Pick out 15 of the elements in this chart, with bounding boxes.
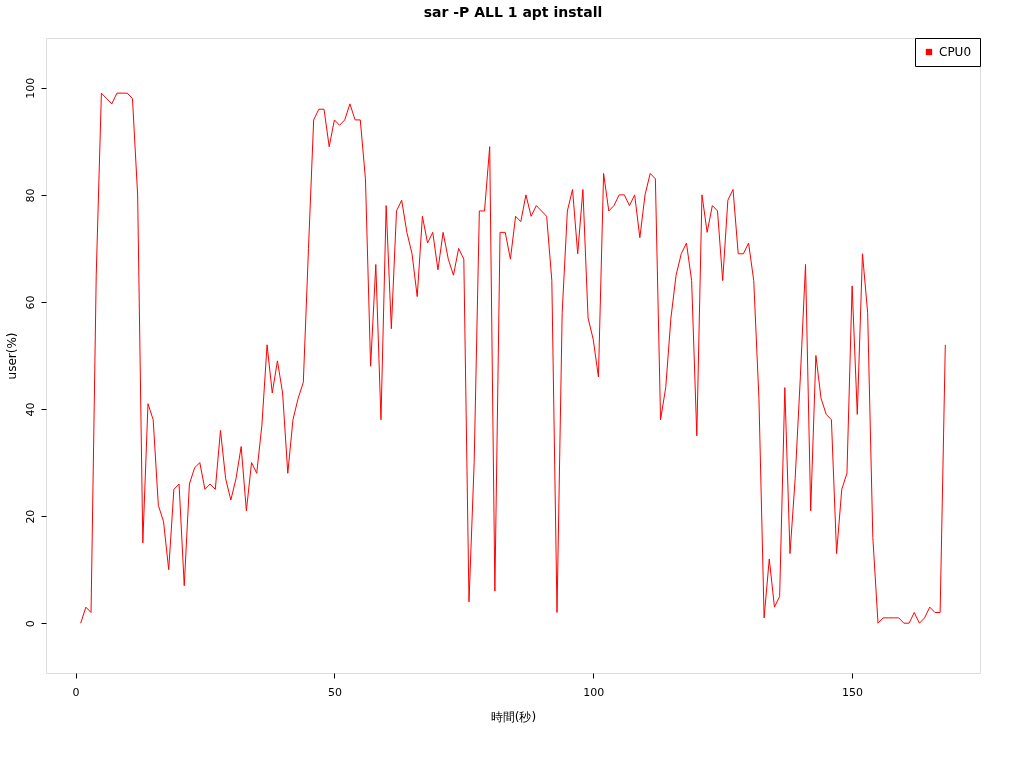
y-tick-label: 100 xyxy=(23,77,37,99)
x-axis-title: 時間(秒) xyxy=(490,709,537,724)
x-tick-label: 100 xyxy=(583,685,605,699)
y-axis-title: user(%) xyxy=(4,332,19,380)
chart-title: sar -P ALL 1 apt install xyxy=(423,3,603,20)
y-tick-label: 20 xyxy=(23,509,37,524)
y-tick-label: 60 xyxy=(23,295,37,310)
y-tick-label: 0 xyxy=(23,620,37,628)
x-tick-label: 150 xyxy=(842,685,864,699)
x-tick-label: 50 xyxy=(327,685,342,699)
x-tick-label: 0 xyxy=(72,685,80,699)
line-series xyxy=(80,92,946,624)
y-tick-label: 40 xyxy=(23,402,37,417)
legend-label: CPU0 xyxy=(939,45,972,59)
y-tick-label: 80 xyxy=(23,188,37,203)
